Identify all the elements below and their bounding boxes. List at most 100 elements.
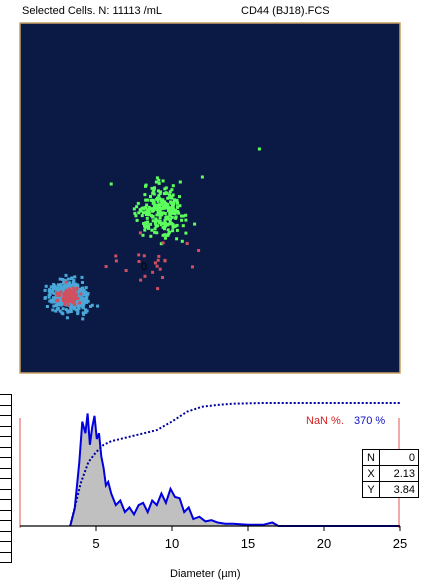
- scatter-point-658: [96, 304, 100, 308]
- scatter-point-891: [163, 259, 167, 263]
- scatter-point-537: [66, 277, 70, 281]
- scatter-point-235: [157, 221, 161, 224]
- scatter-point-165: [170, 221, 174, 225]
- scatter-point-645: [76, 292, 80, 296]
- scatter-point-867: [67, 303, 71, 307]
- scatter-point-44: [167, 207, 171, 210]
- scatter-point-888: [156, 287, 160, 291]
- scatter-point-137: [168, 213, 172, 217]
- scatter-point-94: [151, 219, 155, 223]
- scatter-point-672: [70, 283, 74, 287]
- scatter-points: [43, 147, 261, 321]
- scatter-point-473: [52, 300, 56, 304]
- scatter-point-734: [59, 284, 63, 288]
- scatter-point-488: [76, 305, 80, 309]
- scatter-point-255: [146, 224, 150, 228]
- scatter-point-841: [68, 299, 72, 303]
- scatter-point-647: [44, 284, 48, 288]
- stats-row-y: Y 3.84: [362, 481, 419, 498]
- scatter-point-836: [70, 293, 74, 297]
- scatter-point-637: [73, 275, 77, 279]
- scatter-point-440: [74, 308, 78, 312]
- scatter-point-690: [65, 316, 69, 320]
- scatter-point-486: [81, 281, 84, 284]
- scatter-point-161: [156, 211, 160, 215]
- scatter-point-245: [160, 207, 164, 211]
- scatter-point-69: [153, 227, 157, 231]
- scatter-point-100: [163, 200, 167, 204]
- scatter-point-376: [81, 311, 85, 315]
- scatter-point-885: [139, 278, 143, 282]
- scatter-point-144: [168, 222, 172, 226]
- scatter-point-768: [51, 286, 55, 290]
- left-cut-panel: [0, 394, 12, 582]
- scatter-point-80: [161, 221, 165, 225]
- scatter-point-30: [149, 234, 153, 238]
- stats-key: X: [362, 465, 380, 482]
- scatter-point-34: [147, 208, 151, 212]
- scatter-point-791: [79, 292, 83, 296]
- scatter-point-418: [58, 296, 61, 300]
- scatter-point-868: [63, 291, 67, 294]
- scatter-point-713: [84, 290, 88, 294]
- scatter-point-479: [76, 312, 80, 316]
- scatter-point-129: [147, 213, 151, 217]
- hist-tick-label-25: 25: [393, 536, 407, 551]
- scatter-point-170: [152, 192, 156, 196]
- scatter-point-237: [139, 209, 143, 213]
- scatter-point-155: [151, 190, 155, 194]
- scatter-point-322: [52, 304, 56, 308]
- scatter-point-204: [170, 205, 174, 209]
- scatter-point-538: [48, 299, 52, 303]
- scatter-point-5: [135, 205, 139, 209]
- scatter-point-688: [80, 290, 83, 293]
- scatter-point-571: [84, 308, 88, 312]
- scatter-point-215: [150, 186, 154, 190]
- scatter-point-174: [151, 198, 155, 202]
- scatter-point-882: [153, 261, 157, 265]
- scatter-point-60: [154, 218, 158, 222]
- scatter-point-738: [73, 304, 77, 308]
- scatter-point-752: [60, 287, 64, 291]
- scatter-point-865: [71, 293, 75, 297]
- scatter-point-219: [172, 207, 176, 211]
- scatter-point-171: [178, 195, 181, 199]
- scatter-point-87: [159, 242, 163, 246]
- scatter-point-757: [82, 293, 86, 296]
- scatter-point-463: [54, 309, 58, 313]
- hist-line: [69, 413, 400, 527]
- scatter-point-133: [169, 200, 173, 204]
- scatter-point-164: [171, 203, 174, 207]
- scatter-point-853: [59, 290, 63, 294]
- hist-tick-label-15: 15: [241, 536, 255, 551]
- scatter-point-257: [155, 207, 159, 211]
- scatter-point-249: [165, 233, 168, 237]
- scatter-plot[interactable]: 0: [0, 0, 423, 380]
- scatter-point-128: [133, 211, 137, 215]
- scatter-point-22: [140, 214, 144, 218]
- hist-x-label: Diameter (µm): [170, 568, 241, 580]
- scatter-point-196: [170, 196, 174, 200]
- scatter-point-157: [147, 211, 151, 215]
- scatter-point-679: [81, 305, 85, 309]
- scatter-point-764: [59, 302, 63, 306]
- scatter-point-288: [90, 303, 94, 307]
- scatter-point-103: [136, 201, 140, 205]
- scatter-point-563: [50, 300, 54, 304]
- scatter-point-566: [55, 303, 59, 307]
- scatter-point-875: [158, 267, 162, 271]
- scatter-point-243: [166, 223, 170, 227]
- scatter-point-105: [163, 227, 166, 231]
- scatter-point-866: [67, 297, 71, 301]
- scatter-point-109: [184, 218, 188, 222]
- scatter-point-156: [145, 221, 149, 225]
- scatter-point-228: [168, 210, 172, 214]
- scatter-point-162: [145, 216, 149, 220]
- scatter-point-181: [172, 201, 176, 205]
- scatter-point-666: [85, 293, 89, 297]
- scatter-point-127: [180, 214, 183, 218]
- scatter-point-872: [161, 241, 165, 245]
- scatter-point-61: [171, 229, 175, 233]
